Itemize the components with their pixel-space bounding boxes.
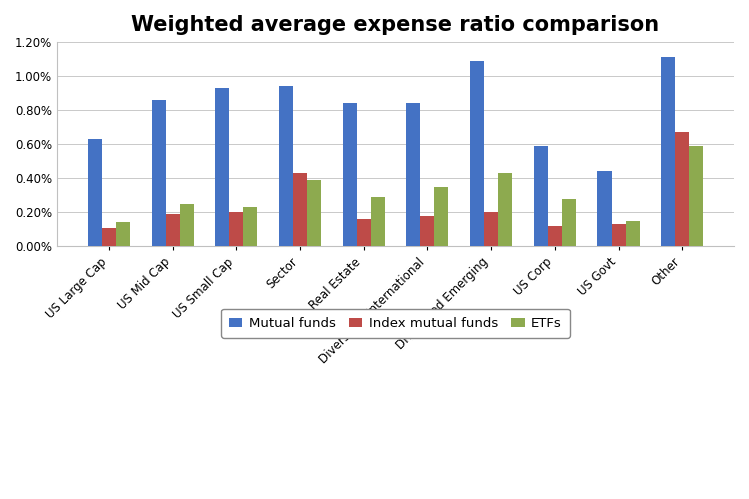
Legend: Mutual funds, Index mutual funds, ETFs: Mutual funds, Index mutual funds, ETFs bbox=[221, 309, 570, 338]
Bar bbox=[470, 61, 484, 247]
Bar bbox=[548, 226, 562, 247]
Bar bbox=[371, 197, 385, 247]
Bar bbox=[434, 187, 449, 247]
Bar bbox=[407, 103, 420, 247]
Bar bbox=[343, 103, 357, 247]
Bar bbox=[625, 221, 640, 247]
Bar bbox=[180, 204, 194, 247]
Bar bbox=[689, 146, 703, 247]
Bar bbox=[498, 173, 512, 247]
Bar bbox=[151, 100, 166, 247]
Bar bbox=[102, 228, 116, 247]
Bar bbox=[534, 146, 548, 247]
Bar bbox=[293, 173, 307, 247]
Bar bbox=[307, 180, 321, 247]
Bar bbox=[661, 57, 675, 247]
Bar bbox=[611, 224, 625, 247]
Bar bbox=[229, 212, 243, 247]
Title: Weighted average expense ratio comparison: Weighted average expense ratio compariso… bbox=[132, 15, 660, 35]
Bar bbox=[116, 223, 130, 247]
Bar bbox=[357, 219, 371, 247]
Bar bbox=[279, 86, 293, 247]
Bar bbox=[215, 88, 229, 247]
Bar bbox=[675, 132, 689, 247]
Bar bbox=[420, 216, 434, 247]
Bar bbox=[88, 139, 102, 247]
Bar bbox=[484, 212, 498, 247]
Bar bbox=[243, 207, 258, 247]
Bar bbox=[166, 214, 180, 247]
Bar bbox=[562, 199, 576, 247]
Bar bbox=[598, 172, 611, 247]
